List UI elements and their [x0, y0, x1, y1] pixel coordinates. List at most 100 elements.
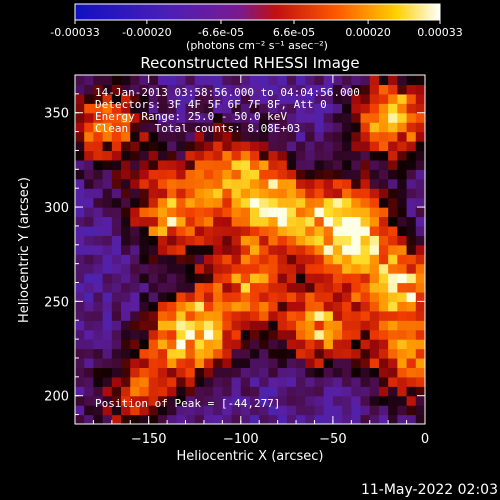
heatmap-cell [93, 131, 104, 142]
heatmap-cell [277, 75, 288, 86]
heatmap-cell [351, 339, 362, 350]
heatmap-cell [222, 235, 233, 246]
heatmap-cell [203, 84, 214, 95]
heatmap-cell [203, 310, 214, 321]
heatmap-cell [351, 235, 362, 246]
heatmap-cell [415, 235, 425, 246]
heatmap-cell [222, 376, 233, 387]
heatmap-cell [250, 367, 260, 378]
heatmap-cell [360, 395, 371, 406]
heatmap-cell [314, 395, 325, 406]
heatmap-cell [148, 376, 159, 387]
heatmap-cell [351, 159, 362, 170]
heatmap-cell [332, 150, 343, 161]
heatmap-cell [240, 395, 251, 406]
heatmap-cell [397, 178, 408, 189]
heatmap-cell [213, 376, 223, 387]
heatmap-cell [314, 197, 325, 208]
heatmap-cell [406, 376, 417, 387]
heatmap-cell [286, 282, 297, 293]
heatmap-cell [75, 244, 85, 255]
heatmap-cell [397, 159, 408, 170]
colorbar-tick-label: 0.00020 [345, 26, 391, 39]
heatmap-cell [93, 282, 104, 293]
heatmap-cell [240, 178, 251, 189]
heatmap-cell [185, 207, 196, 218]
heatmap-cell [415, 395, 425, 406]
heatmap-cell [203, 188, 214, 199]
heatmap-cell [231, 122, 242, 133]
heatmap-cell [231, 169, 242, 180]
heatmap-cell [314, 235, 325, 246]
heatmap-cell [360, 291, 371, 302]
heatmap-cell [397, 395, 408, 406]
heatmap-cell [167, 150, 177, 161]
heatmap-cell [360, 244, 371, 255]
heatmap-cell [157, 310, 168, 321]
heatmap-cell [102, 84, 113, 95]
heatmap-cell [148, 263, 159, 274]
heatmap-cell [213, 273, 223, 284]
heatmap-cell [406, 254, 417, 265]
heatmap-cell [240, 244, 251, 255]
heatmap-cell [369, 291, 380, 302]
heatmap-cell [250, 357, 260, 369]
heatmap-cell [75, 75, 85, 86]
heatmap-cell [332, 348, 343, 359]
heatmap-cell [75, 414, 85, 424]
heatmap-cell [111, 405, 122, 416]
heatmap-cell [388, 207, 398, 218]
heatmap-cell [397, 376, 408, 387]
heatmap-cell [240, 197, 251, 208]
heatmap-cell [342, 282, 352, 293]
heatmap-cell [231, 93, 242, 104]
heatmap-cell [203, 150, 214, 161]
heatmap-cell [121, 150, 131, 161]
heatmap-cell [84, 225, 95, 236]
heatmap-cell [139, 291, 150, 302]
heatmap-cell [250, 414, 260, 424]
heatmap-cell [332, 367, 343, 378]
heatmap-cell [75, 207, 85, 218]
heatmap-cell [277, 216, 288, 227]
heatmap-cell [231, 150, 242, 161]
heatmap-cell [397, 310, 408, 321]
heatmap-cell [296, 282, 306, 293]
heatmap-cell [167, 225, 177, 236]
heatmap-cell [305, 273, 316, 284]
heatmap-cell [406, 225, 417, 236]
heatmap-cell [231, 291, 242, 302]
heatmap-cell [148, 141, 159, 152]
heatmap-cell [286, 169, 297, 180]
heatmap-cell [121, 103, 131, 114]
heatmap-cell [121, 131, 131, 142]
heatmap-cell [93, 169, 104, 180]
heatmap-cell [194, 244, 205, 255]
heatmap-cell [176, 339, 187, 350]
heatmap-cell [231, 197, 242, 208]
heatmap-cell [203, 254, 214, 265]
heatmap-cell [277, 122, 288, 133]
heatmap-cell [277, 405, 288, 416]
heatmap-cell [194, 282, 205, 293]
heatmap-cell [314, 216, 325, 227]
heatmap-cell [102, 207, 113, 218]
heatmap-cell [102, 112, 113, 123]
heatmap-cell [277, 197, 288, 208]
heatmap-cell [240, 301, 251, 312]
heatmap-cell [305, 386, 316, 397]
heatmap-cell [250, 348, 260, 359]
heatmap-cell [250, 103, 260, 114]
heatmap-cell [222, 301, 233, 312]
heatmap-cell [406, 357, 417, 369]
heatmap-cell [231, 414, 242, 424]
heatmap-cell [194, 273, 205, 284]
heatmap-cell [111, 216, 122, 227]
heatmap-cell [314, 339, 325, 350]
heatmap-cell [314, 405, 325, 416]
heatmap-cell [213, 207, 223, 218]
heatmap-cell [296, 329, 306, 340]
heatmap-cell [360, 235, 371, 246]
heatmap-cell [157, 178, 168, 189]
heatmap-cell [176, 301, 187, 312]
